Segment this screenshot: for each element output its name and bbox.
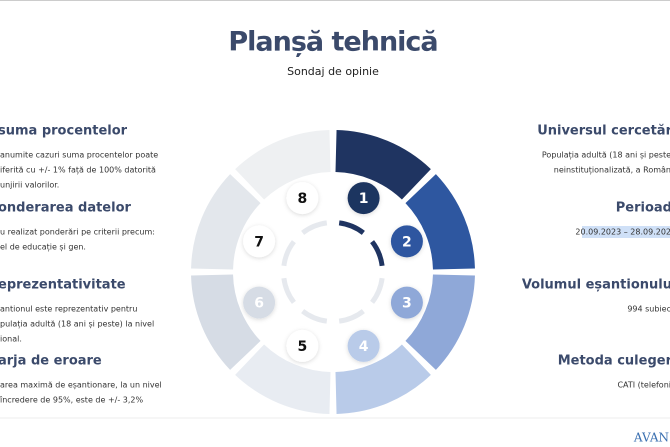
section-text: antionul este reprezentativ pentru <box>0 305 137 314</box>
step-number: 8 <box>298 191 308 207</box>
section-text: pulația adultă (18 ani și peste) la nive… <box>0 320 154 330</box>
inner-dash <box>370 277 385 304</box>
step-number: 5 <box>298 339 308 355</box>
step-number: 4 <box>359 339 369 355</box>
section-heading: Volumul eșantionulu <box>522 278 670 293</box>
step-circle <box>390 225 423 258</box>
section-heading: Metoda culeger <box>558 354 670 369</box>
inner-dash <box>301 309 328 324</box>
step-number: 2 <box>402 234 412 250</box>
step-circle <box>347 182 380 215</box>
step-number: 1 <box>359 191 369 207</box>
section-text: anumite cazuri suma procentelor poate <box>0 151 158 160</box>
section-text: area maximă de eșantionare, la un nivel <box>0 381 162 391</box>
step-circle <box>347 329 380 362</box>
section-text: neinstituționalizată, a Român <box>554 166 670 176</box>
section-text: Populația adultă (18 ani și peste <box>542 151 670 161</box>
section-text: u realizat ponderări pe criterii precum: <box>0 228 155 237</box>
step-number: 7 <box>254 234 264 250</box>
section-text: încredere de 95%, este de +/- 3,2% <box>0 396 144 405</box>
inner-dash <box>338 220 365 235</box>
wheel-segment <box>405 274 475 370</box>
section-text: unjirii valorilor. <box>0 181 59 190</box>
section-heading: eprezentativitate <box>0 278 126 293</box>
section-heading: arja de eroare <box>0 354 102 369</box>
step-circle <box>286 182 319 215</box>
section-text: ional. <box>0 335 22 344</box>
section-text: iferită cu +/- 1% față de 100% datorită <box>0 166 156 176</box>
wheel-segment <box>335 344 431 414</box>
section-text: el de educație și gen. <box>0 243 86 253</box>
inner-dash <box>281 240 296 267</box>
step-circle <box>390 286 423 319</box>
section-text: CATI (telefoni <box>617 381 670 390</box>
wheel-segment <box>235 130 331 200</box>
section-heading: suma procentelor <box>0 124 128 139</box>
inner-dash <box>370 240 385 267</box>
wheel-segment <box>191 274 261 370</box>
section-heading: onderarea datelor <box>0 201 132 216</box>
inner-dash <box>338 309 365 324</box>
wheel-segment <box>335 130 431 200</box>
section-text: 994 subiec <box>627 305 670 314</box>
step-circle <box>243 225 276 258</box>
step-circle <box>286 329 319 362</box>
wheel-segment <box>235 344 331 414</box>
title: Planșă tehnică <box>228 27 437 58</box>
section-heading: Perioad <box>616 201 670 216</box>
step-circle <box>243 286 276 319</box>
section-heading: Universul cercetăr <box>537 124 670 139</box>
inner-dash <box>301 220 328 235</box>
logo: AVAN <box>633 431 669 445</box>
inner-dash <box>281 277 296 304</box>
step-number: 6 <box>254 296 264 312</box>
step-number: 3 <box>402 296 412 312</box>
subtitle: Sondaj de opinie <box>287 65 379 78</box>
highlight <box>582 226 670 238</box>
wheel-segment <box>405 174 475 270</box>
section-text: 20.09.2023 – 28.09.202 <box>575 228 670 237</box>
wheel-segment <box>191 174 261 270</box>
